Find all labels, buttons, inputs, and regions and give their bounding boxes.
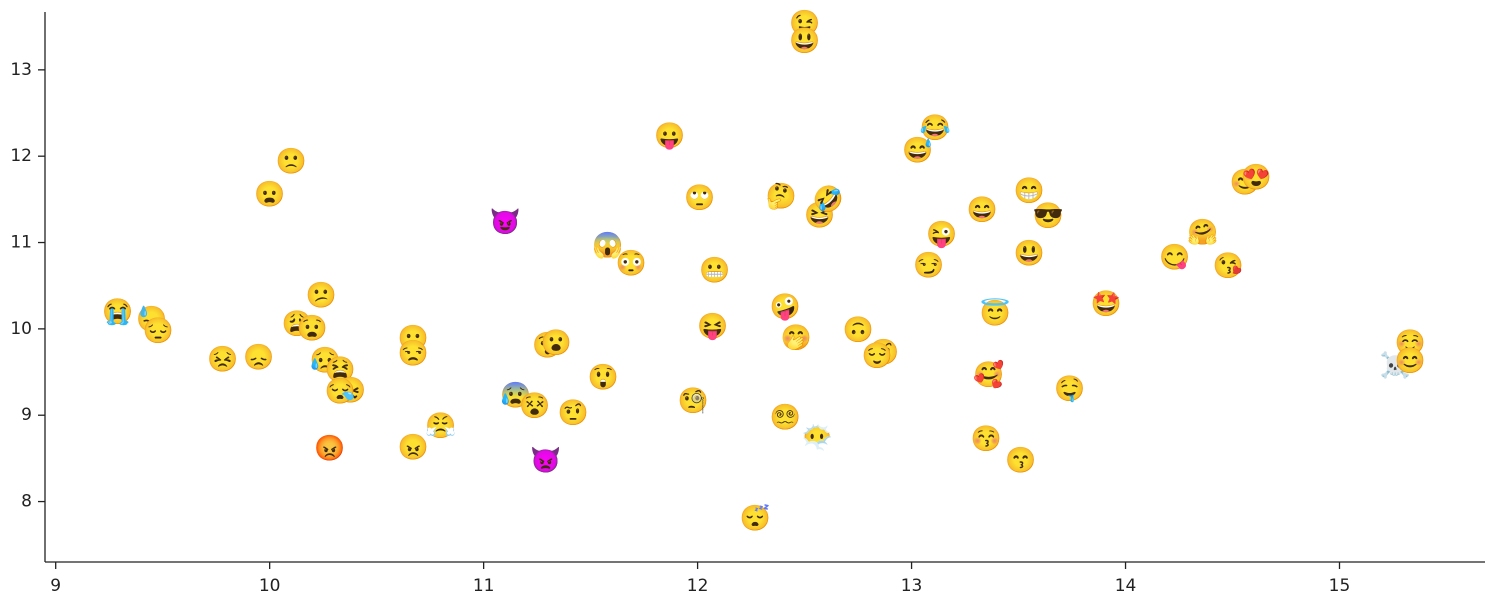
- y-tick-label: 11: [10, 233, 32, 253]
- emoji-point: 🙃: [843, 316, 874, 344]
- emoji-point: 😬: [699, 257, 730, 285]
- emoji-point: 😡: [314, 434, 345, 462]
- y-tick-label: 8: [21, 492, 32, 512]
- x-tick-label: 13: [901, 576, 923, 596]
- emoji-point: 😲: [588, 364, 619, 392]
- emoji-point: 🤪: [770, 293, 801, 322]
- emoji-point: 😙: [1005, 446, 1036, 474]
- emoji-point: 😎: [1033, 202, 1064, 230]
- emoji-point: 🤗: [1187, 219, 1218, 247]
- emoji-point: 🤨: [868, 339, 899, 367]
- emoji-point: 😩: [282, 310, 313, 338]
- emoji-point: 😉: [789, 10, 820, 38]
- emoji-point: 😫: [325, 356, 356, 384]
- emoji-point: 😳: [616, 250, 647, 278]
- emoji-point: 😇: [979, 298, 1010, 328]
- emoji-point: 😧: [297, 314, 328, 342]
- axes-layer: 9 10 11 12 13 14 15 8 9 10 11 12 13: [10, 12, 1485, 596]
- emoji-point: 😊: [1230, 168, 1261, 196]
- emoji-point: 😦: [254, 181, 285, 209]
- emoji-point: 🤭: [780, 324, 811, 352]
- y-tick-label: 13: [10, 60, 32, 80]
- emoji-point: 😣: [207, 345, 238, 373]
- emoji-point: 🤨: [558, 399, 589, 427]
- emoji-point: 🤣: [812, 185, 844, 216]
- emoji-point: 😚: [971, 425, 1002, 453]
- emoji-point: 😶: [397, 325, 428, 353]
- y-tick-label: 10: [10, 319, 32, 339]
- emoji-point: 😂: [920, 114, 951, 142]
- emoji-point: 😋: [1159, 244, 1190, 272]
- emoji-point: 😯: [532, 332, 563, 360]
- emoji-point: 😪: [325, 377, 358, 405]
- x-tick-label: 12: [687, 576, 709, 596]
- emoji-point: 😝: [697, 313, 728, 342]
- emoji-point: 🥰: [973, 359, 1004, 389]
- emoji-point: 😍: [1240, 163, 1271, 191]
- emoji-point: 😃: [1014, 239, 1045, 267]
- emoji-point: 🤩: [1091, 290, 1122, 318]
- emoji-point: 🤔: [765, 182, 796, 210]
- emoji-point: 😤: [425, 412, 456, 440]
- emoji-point: 🧐: [678, 387, 709, 415]
- marks-layer: 😭 😓😔 😣 😞 😦 🙁 😩😧 😕 😥😫😖😪 😡 😶😒 😠😤 😈 😰😵 👿 😯😮 🤨 😲 😱😳 😛 🧐 🙄 😝 😬 😴 🤔 🤪 😵‍💫…: [102, 10, 1426, 533]
- emoji-point: 😓: [136, 305, 167, 334]
- emoji-point: 😃: [789, 27, 820, 55]
- emoji-point: 😕: [305, 282, 336, 310]
- emoji-point: 😄: [967, 196, 998, 224]
- emoji-point: 😮: [541, 329, 572, 357]
- emoji-point: 😵‍💫: [770, 403, 801, 431]
- y-tick-label: 12: [10, 146, 32, 166]
- x-tick-label: 11: [473, 576, 495, 596]
- emoji-point: 😈: [489, 208, 520, 236]
- emoji-point: 😌: [862, 342, 893, 370]
- y-tick-label: 9: [21, 405, 32, 425]
- emoji-point: 😁: [1014, 177, 1045, 205]
- emoji-point: 😭: [102, 298, 133, 326]
- emoji-point: 🙁: [275, 148, 306, 176]
- emoji-point: 👿: [530, 446, 561, 474]
- emoji-point: 😴: [740, 503, 771, 532]
- x-tick-label: 15: [1329, 576, 1351, 596]
- emoji-point: 😖: [335, 377, 366, 405]
- emoji-point: 😅: [902, 137, 933, 165]
- emoji-point: ☠️: [1380, 351, 1411, 380]
- emoji-point: 😰: [500, 382, 531, 410]
- emoji-point: 😊: [1395, 347, 1426, 375]
- emoji-point: 😥: [310, 346, 341, 374]
- emoji-point: 😒: [397, 339, 428, 367]
- emoji-point: 😱: [592, 231, 623, 260]
- x-tick-label: 14: [1115, 576, 1137, 596]
- x-tick-label: 10: [259, 576, 281, 596]
- emoji-point: 🤤: [1054, 375, 1085, 403]
- emoji-point: 😜: [926, 220, 957, 249]
- emoji-point: ☺️: [1395, 329, 1426, 357]
- emoji-point: 🙄: [684, 184, 715, 212]
- emoji-point: 😞: [243, 344, 274, 372]
- emoji-point: 😏: [913, 251, 944, 279]
- emoji-point: 😔: [143, 317, 174, 345]
- emoji-point: 😆: [804, 201, 835, 229]
- emoji-point: 😘: [1213, 252, 1244, 280]
- emoji-point: 😠: [397, 434, 428, 462]
- x-tick-label: 9: [50, 576, 61, 596]
- emoji-point: 😛: [654, 122, 685, 151]
- emoji-point: 😶‍🌫️: [802, 422, 833, 452]
- emoji-point: 😵: [519, 392, 550, 420]
